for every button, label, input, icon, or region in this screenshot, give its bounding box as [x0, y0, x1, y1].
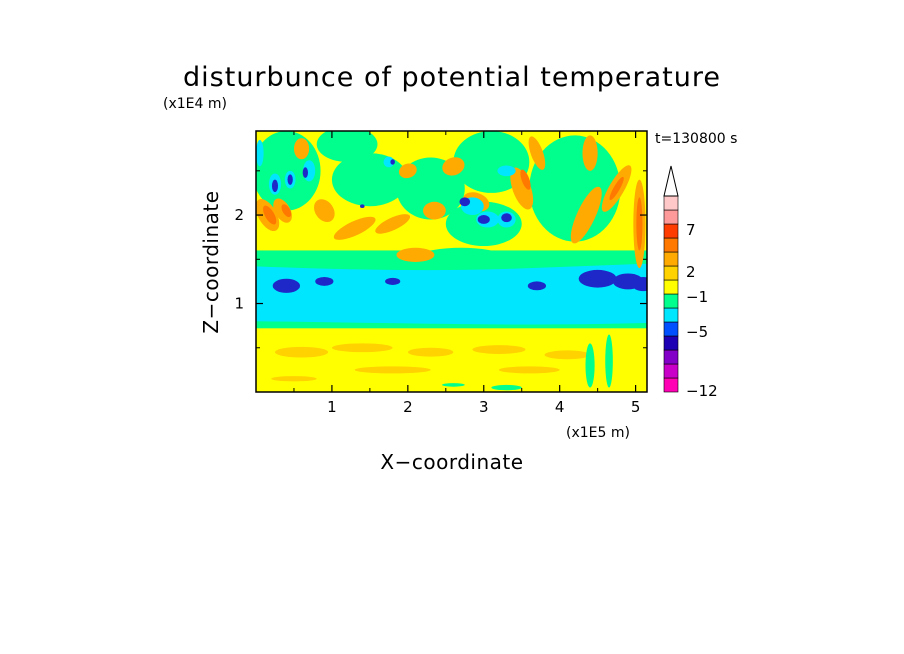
- field-orange-streak: [354, 366, 431, 374]
- x-axis-ticks: 1 2 3 4 5: [293, 131, 641, 416]
- colorbar-swatch: [663, 307, 679, 323]
- field-orange-streak: [498, 366, 560, 374]
- field-blue-core: [477, 215, 490, 224]
- x-axis-unit: (x1E5 m): [566, 425, 630, 441]
- colorbar-swatch: [663, 335, 679, 351]
- field-orange-crest: [528, 136, 546, 170]
- field-blue-core: [390, 159, 395, 165]
- field-orange-streak: [544, 350, 591, 360]
- y-tick-label: 1: [234, 295, 244, 313]
- field-blue-core: [302, 167, 309, 178]
- field-orange-crest: [375, 214, 411, 234]
- field-blue-core: [360, 204, 365, 208]
- field-green-fleck: [605, 334, 613, 388]
- colorbar-label: 7: [686, 221, 696, 239]
- x-axis-label: X−coordinate: [380, 450, 523, 474]
- field-green-fleck: [585, 343, 595, 388]
- x-tick-label: 5: [631, 398, 641, 416]
- field-orange-crest: [423, 201, 446, 220]
- chart-title: disturbunce of potential temperature: [183, 62, 721, 93]
- colorbar-label: −1: [686, 288, 708, 306]
- field-green-area: [423, 247, 499, 262]
- colorbar-label: −12: [686, 382, 718, 400]
- field-blue-patch: [315, 276, 334, 286]
- field-cyan-trough: [383, 156, 395, 168]
- time-label: t=130800 s: [655, 131, 737, 147]
- field-blue-patch: [527, 281, 547, 291]
- y-axis-label: Z−coordinate: [199, 190, 223, 333]
- field-orange-crest: [442, 157, 465, 176]
- field-green-fleck: [442, 383, 465, 387]
- field-red-core: [609, 176, 624, 201]
- field-orange-crest: [333, 216, 376, 240]
- field-blue-patch: [272, 278, 301, 293]
- colorbar-label: 2: [686, 263, 696, 281]
- field-red-core: [281, 204, 292, 218]
- y-axis-unit: (x1E4 m): [163, 96, 227, 112]
- field-orange-crest: [582, 135, 598, 171]
- y-tick-label: 2: [234, 206, 244, 224]
- colorbar-swatch: [663, 363, 679, 379]
- field-red-core: [520, 169, 531, 190]
- field-red-core: [636, 197, 643, 251]
- field-orange-crest: [293, 138, 310, 160]
- colorbar-swatch: [663, 251, 679, 267]
- colorbar-swatch: [663, 293, 679, 309]
- colorbar: [663, 165, 679, 393]
- field-blue-core: [271, 179, 279, 193]
- colorbar-swatch: [663, 209, 679, 225]
- field-cyan-trough: [256, 139, 264, 167]
- colorbar-swatch: [663, 237, 679, 253]
- field-orange-streak: [274, 346, 329, 358]
- field-green-area: [316, 131, 378, 162]
- x-tick-label: 1: [327, 398, 337, 416]
- field-orange-crest: [510, 167, 534, 210]
- field-cyan-layer: [256, 263, 647, 325]
- colorbar-extend-arrow: [663, 165, 679, 197]
- field-orange-streak: [472, 345, 526, 354]
- field-orange-crest: [314, 199, 335, 223]
- field-blue-core: [501, 213, 512, 223]
- field-green-area: [529, 135, 621, 242]
- plot-frame: [255, 130, 648, 393]
- colorbar-labels: 7 2 −1 −5 −12: [686, 221, 718, 400]
- field-blue-patch: [578, 269, 617, 288]
- colorbar-swatch: [663, 195, 679, 211]
- field-blue-core: [287, 174, 293, 185]
- field-orange-streak: [331, 343, 393, 353]
- colorbar-swatch: [663, 223, 679, 239]
- field-red-core: [263, 205, 277, 225]
- field-orange-crest: [570, 186, 602, 244]
- field-blue-patch: [631, 276, 647, 292]
- colorbar-swatch: [663, 279, 679, 295]
- colorbar-label: −5: [686, 323, 708, 341]
- field-orange-streak: [407, 347, 454, 357]
- x-tick-label: 2: [403, 398, 413, 416]
- colorbar-swatch: [663, 349, 679, 365]
- field-green-fleck: [491, 384, 522, 391]
- field-orange-streak: [271, 376, 317, 382]
- colorbar-swatch: [663, 321, 679, 337]
- y-axis-ticks: 12: [234, 170, 647, 349]
- field-blue-patch: [385, 277, 401, 285]
- field-orange-crest: [398, 163, 417, 179]
- colorbar-swatch: [663, 377, 679, 393]
- contour-field: [256, 131, 647, 392]
- field-orange-crest: [396, 247, 435, 262]
- field-cyan-trough: [497, 165, 516, 177]
- field-blue-core: [459, 197, 471, 207]
- x-tick-label: 4: [555, 398, 565, 416]
- x-tick-label: 3: [479, 398, 489, 416]
- colorbar-swatch: [663, 265, 679, 281]
